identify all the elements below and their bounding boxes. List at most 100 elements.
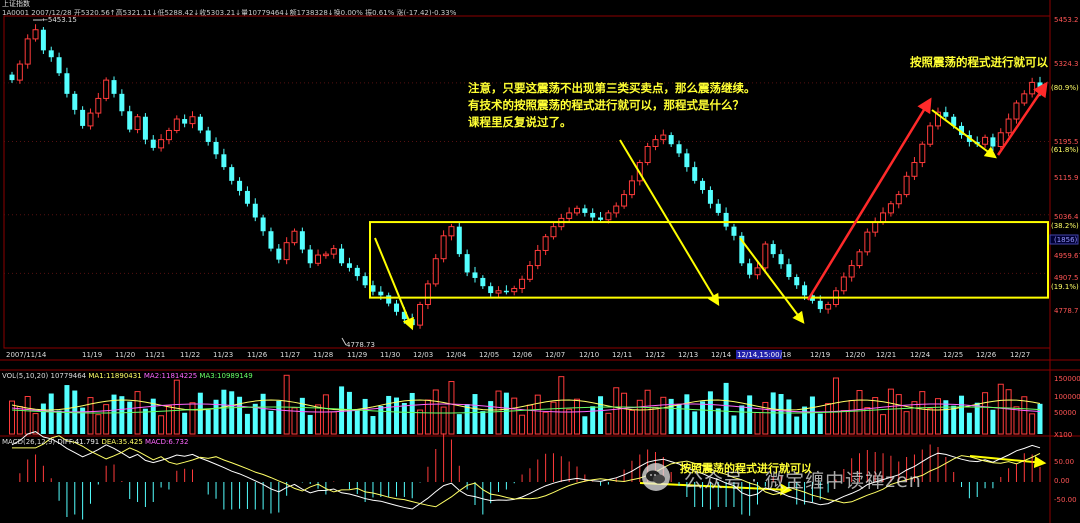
candle-body-up (87, 112, 94, 127)
date-tick-label: 11/28 (313, 351, 333, 359)
volume-bar-down (809, 396, 815, 434)
volume-bar-down (707, 391, 713, 434)
oscillation-hub-box (369, 221, 1049, 299)
volume-bar-down (401, 403, 407, 434)
candle-body-up (417, 303, 424, 326)
low-marker-label: 4778.73 (346, 341, 375, 349)
volume-bar-down (370, 416, 376, 434)
volume-ma3: MA3:10989149 (199, 372, 253, 380)
volume-bar-down (598, 396, 604, 434)
candle-body-down (244, 190, 250, 204)
volume-bar-down (260, 393, 266, 434)
volume-bar-up (636, 399, 643, 435)
annotation-main: 注意，只要这震荡不出现第三类买卖点，那么震荡继续。 有技术的按照震荡的程式进行就… (468, 80, 756, 131)
volume-bar-up (495, 390, 502, 435)
macd-axis-label: 50.00 (1054, 458, 1074, 466)
candle-body-down (252, 203, 258, 218)
volume-bar-down (464, 404, 470, 434)
volume-bar-down (56, 410, 62, 434)
volume-bar-down (966, 412, 972, 434)
volume-bar-up (95, 414, 102, 435)
candle-body-up (566, 212, 573, 219)
volume-axis-label: 150000 (1054, 375, 1080, 383)
candle-body-up (330, 248, 337, 255)
macd-label: MACD(26,12,9) (2, 438, 56, 446)
volume-bar-up (432, 389, 439, 435)
wechat-icon (642, 463, 670, 491)
candle-body-down (817, 300, 823, 310)
volume-bar-up (660, 396, 667, 435)
candle-body-down (370, 285, 376, 292)
volume-bar-up (887, 388, 894, 435)
price-axis-pct-label: (80.9%) (1051, 84, 1079, 92)
volume-bar-down (142, 408, 148, 434)
volume-bar-up (315, 404, 322, 435)
date-tick-label: 12/11 (612, 351, 632, 359)
volume-bar-down (378, 405, 384, 434)
price-axis-count-label: (1856) (1054, 236, 1078, 244)
volume-bar-up (1013, 406, 1020, 435)
macd-dea: DEA:35.425 (101, 438, 143, 446)
volume-bar-down (590, 406, 596, 434)
volume-bar-down (990, 409, 996, 434)
quote-line: 1A0001 2007/12/28 开5320.56↑高5321.11↓低528… (2, 9, 457, 17)
volume-bar-down (747, 395, 753, 434)
volume-bar-up (103, 404, 110, 435)
volume-bar-up (605, 412, 612, 435)
date-tick-label: 12/12 (645, 351, 665, 359)
candle-body-up (605, 212, 612, 221)
date-tick-label: 12/10 (579, 351, 599, 359)
candle-body-up (660, 134, 667, 141)
volume-bar-up (173, 379, 180, 435)
trend-arrow-yellow (619, 139, 720, 307)
date-tick-label: 12/27 (1010, 351, 1030, 359)
volume-bar-up (644, 389, 651, 435)
macd-value: MACD:6.732 (145, 438, 189, 446)
volume-bar-down (268, 410, 274, 434)
candle-body-down (213, 141, 219, 155)
price-axis-label: 4778.7 (1054, 307, 1079, 315)
volume-ma1-line (11, 399, 1041, 411)
volume-bar-down (394, 397, 400, 434)
volume-bar-up (919, 391, 926, 435)
date-tick-label: 12/20 (845, 351, 865, 359)
volume-bar-up (982, 392, 989, 435)
volume-bar-up (880, 414, 887, 435)
volume-bar-down (221, 389, 227, 434)
volume-bar-up (903, 411, 910, 435)
date-tick-label: 11/21 (145, 351, 165, 359)
date-tick-label: 11/20 (115, 351, 135, 359)
candle-body-up (934, 111, 941, 127)
volume-axis-label: X100 (1054, 431, 1072, 439)
volume-bar-up (189, 402, 196, 435)
macd-diff-line (11, 431, 1041, 510)
candle-body-down (472, 272, 478, 278)
volume-bar-up (934, 398, 941, 435)
volume-bar-up (754, 411, 761, 435)
candle-body-down (990, 137, 996, 147)
candle-body-down (9, 74, 15, 81)
macd-dea-line (12, 435, 1041, 508)
volume-bar-down (943, 400, 949, 434)
trend-arrow-yellow (931, 109, 997, 159)
annotation-line-3: 课程里反复说过了。 (468, 115, 572, 129)
volume-bar-down (48, 393, 54, 434)
candle-body-down (111, 80, 117, 94)
candle-body-up (32, 29, 39, 40)
volume-bar-down (472, 394, 478, 434)
volume-bar-down (276, 400, 282, 434)
candle-body-down (770, 244, 776, 255)
candle-body-down (260, 217, 266, 232)
volume-bar-up (872, 397, 879, 435)
volume-bar-up (424, 399, 431, 435)
date-tick-label: 12/06 (512, 351, 533, 359)
volume-bar-down (354, 408, 360, 434)
volume-bar-up (283, 374, 290, 435)
low-marker-line (341, 337, 347, 346)
price-axis-label: 5195.5 (1054, 138, 1079, 146)
candle-body-down (582, 208, 588, 213)
volume-bar-down (119, 396, 125, 434)
candle-body-down (959, 125, 965, 136)
volume-bar-up (330, 411, 337, 435)
